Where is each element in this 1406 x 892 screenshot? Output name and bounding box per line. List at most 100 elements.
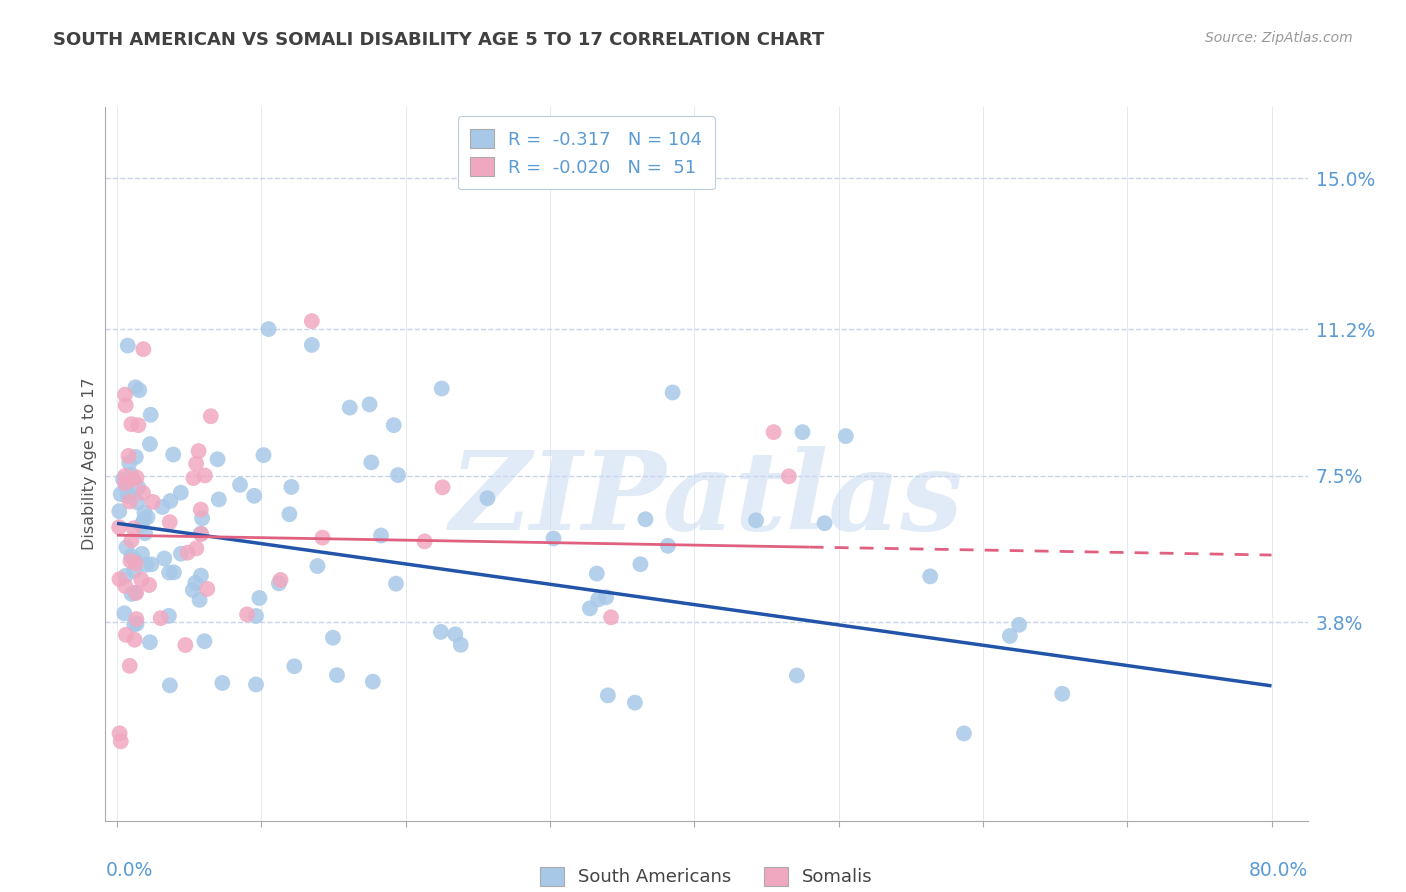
Point xyxy=(125,450,148,464)
Point xyxy=(585,566,607,581)
Point xyxy=(108,504,131,518)
Point xyxy=(131,517,153,532)
Point xyxy=(122,521,145,535)
Text: SOUTH AMERICAN VS SOMALI DISABILITY AGE 5 TO 17 CORRELATION CHART: SOUTH AMERICAN VS SOMALI DISABILITY AGE … xyxy=(53,31,825,49)
Point xyxy=(124,380,146,394)
Point xyxy=(114,476,136,491)
Point xyxy=(194,468,217,483)
Point xyxy=(120,549,142,564)
Point xyxy=(114,479,136,493)
Point xyxy=(157,566,180,580)
Point xyxy=(131,547,153,561)
Point xyxy=(124,586,146,600)
Point xyxy=(115,541,138,555)
Point xyxy=(139,635,162,649)
Y-axis label: Disability Age 5 to 17: Disability Age 5 to 17 xyxy=(82,377,97,550)
Point xyxy=(141,558,163,572)
Text: 80.0%: 80.0% xyxy=(1249,861,1308,880)
Point xyxy=(432,480,454,494)
Point xyxy=(142,495,165,509)
Point xyxy=(117,487,139,501)
Point xyxy=(127,495,149,509)
Point xyxy=(149,611,172,625)
Point xyxy=(139,408,162,422)
Point xyxy=(114,468,136,483)
Point xyxy=(430,382,453,396)
Point xyxy=(579,601,602,615)
Point xyxy=(115,628,138,642)
Point xyxy=(450,638,472,652)
Point xyxy=(120,554,142,568)
Point xyxy=(132,342,155,356)
Point xyxy=(125,470,148,484)
Point xyxy=(370,528,392,542)
Point xyxy=(132,485,155,500)
Point xyxy=(1052,687,1074,701)
Point xyxy=(339,401,361,415)
Point xyxy=(118,456,141,470)
Point xyxy=(138,578,160,592)
Point xyxy=(170,485,193,500)
Point xyxy=(159,515,181,529)
Point xyxy=(152,500,174,514)
Point xyxy=(114,387,136,401)
Point xyxy=(128,383,150,397)
Point xyxy=(181,582,204,597)
Point xyxy=(118,494,141,508)
Point xyxy=(117,489,139,503)
Point xyxy=(813,516,835,531)
Point xyxy=(600,610,623,624)
Point xyxy=(430,624,453,639)
Point xyxy=(125,612,148,626)
Point xyxy=(762,425,785,439)
Point xyxy=(229,478,252,492)
Legend: South Americans, Somalis: South Americans, Somalis xyxy=(530,855,883,892)
Point xyxy=(112,472,135,486)
Point xyxy=(190,527,212,541)
Point xyxy=(125,586,148,600)
Point xyxy=(117,449,139,463)
Point xyxy=(112,607,135,621)
Point xyxy=(157,608,180,623)
Point xyxy=(176,546,198,560)
Point xyxy=(124,632,146,647)
Point xyxy=(195,582,218,596)
Point xyxy=(270,573,292,587)
Point xyxy=(267,576,290,591)
Point xyxy=(1008,617,1031,632)
Point xyxy=(413,534,436,549)
Point xyxy=(114,569,136,583)
Point xyxy=(543,532,565,546)
Point xyxy=(134,506,156,520)
Point xyxy=(118,658,141,673)
Point xyxy=(135,558,157,572)
Point xyxy=(153,551,176,566)
Point xyxy=(108,726,131,740)
Point xyxy=(595,591,617,605)
Point xyxy=(247,591,270,605)
Point xyxy=(628,558,651,572)
Point xyxy=(792,425,814,439)
Point xyxy=(596,689,619,703)
Point xyxy=(778,469,800,483)
Point xyxy=(170,547,193,561)
Point xyxy=(190,568,212,582)
Point xyxy=(108,572,131,586)
Point xyxy=(211,676,233,690)
Point xyxy=(121,587,143,601)
Point xyxy=(134,526,156,541)
Point xyxy=(207,452,229,467)
Point xyxy=(129,573,152,587)
Point xyxy=(786,668,808,682)
Point xyxy=(188,592,211,607)
Point xyxy=(326,668,349,682)
Point xyxy=(252,448,274,462)
Point xyxy=(110,487,132,501)
Point xyxy=(586,592,609,607)
Point xyxy=(245,677,267,691)
Point xyxy=(114,579,136,593)
Point xyxy=(208,492,231,507)
Point xyxy=(136,510,159,524)
Point xyxy=(108,520,131,534)
Point xyxy=(301,338,323,352)
